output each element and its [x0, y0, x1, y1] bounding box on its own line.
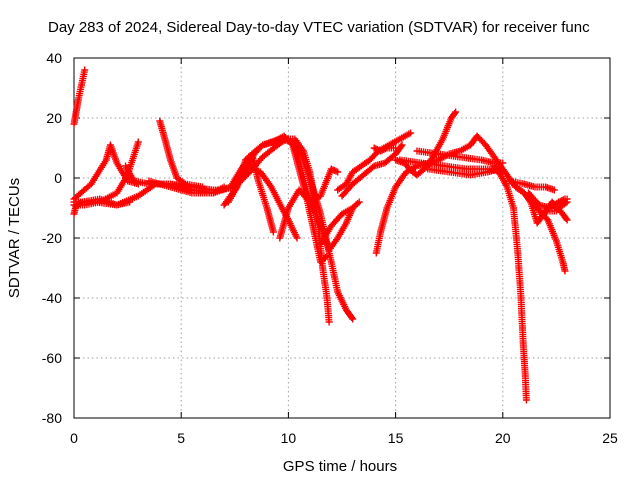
data-point-markers: [370, 144, 400, 155]
series-track-23: [424, 165, 502, 179]
axis-ticks: 0 5 10 15 20 25 -80 -60 -40 -20 0 20 40: [42, 50, 618, 446]
series-track-5: [70, 195, 134, 218]
data-point-markers: [490, 162, 530, 404]
x-tick-label: 20: [495, 430, 511, 446]
y-tick-label: 40: [46, 50, 62, 66]
series-track-14: [289, 138, 357, 254]
data-point-markers: [156, 117, 207, 191]
x-tick-label: 15: [388, 430, 404, 446]
chart-title: Day 283 of 2024, Sidereal Day-to-day VTE…: [48, 19, 590, 36]
data-point-markers: [317, 198, 363, 248]
series-track-18: [370, 144, 400, 155]
y-tick-label: -20: [42, 230, 62, 246]
y-tick-label: 0: [54, 170, 62, 186]
series-track-17: [338, 141, 406, 200]
x-tick-label: 0: [70, 430, 78, 446]
series-track-28: [537, 198, 571, 218]
y-tick-label: -40: [42, 290, 62, 306]
grid: [74, 58, 610, 418]
y-axis-title: SDTVAR / TECUs: [6, 178, 23, 298]
data-point-markers: [338, 141, 406, 200]
data-point-markers: [70, 66, 89, 128]
series-track-25: [505, 177, 558, 194]
data-point-markers: [505, 177, 558, 194]
y-tick-label: 20: [46, 110, 62, 126]
series-track-15: [317, 198, 363, 248]
series-track-1: [70, 66, 89, 128]
data-point-markers: [424, 165, 502, 179]
data-point-markers: [537, 198, 571, 218]
data-point-markers: [224, 150, 277, 236]
x-axis-title: GPS time / hours: [283, 458, 397, 475]
data-point-markers: [289, 138, 357, 254]
data-markers: [70, 66, 571, 404]
y-tick-label: -60: [42, 350, 62, 366]
x-tick-label: 25: [602, 430, 618, 446]
data-point-markers: [70, 195, 134, 218]
x-tick-label: 10: [281, 430, 297, 446]
series-track-11: [224, 150, 277, 236]
series-track-24: [490, 162, 530, 404]
y-tick-label: -80: [42, 410, 62, 426]
series-track-7: [156, 117, 207, 191]
x-tick-label: 5: [177, 430, 185, 446]
